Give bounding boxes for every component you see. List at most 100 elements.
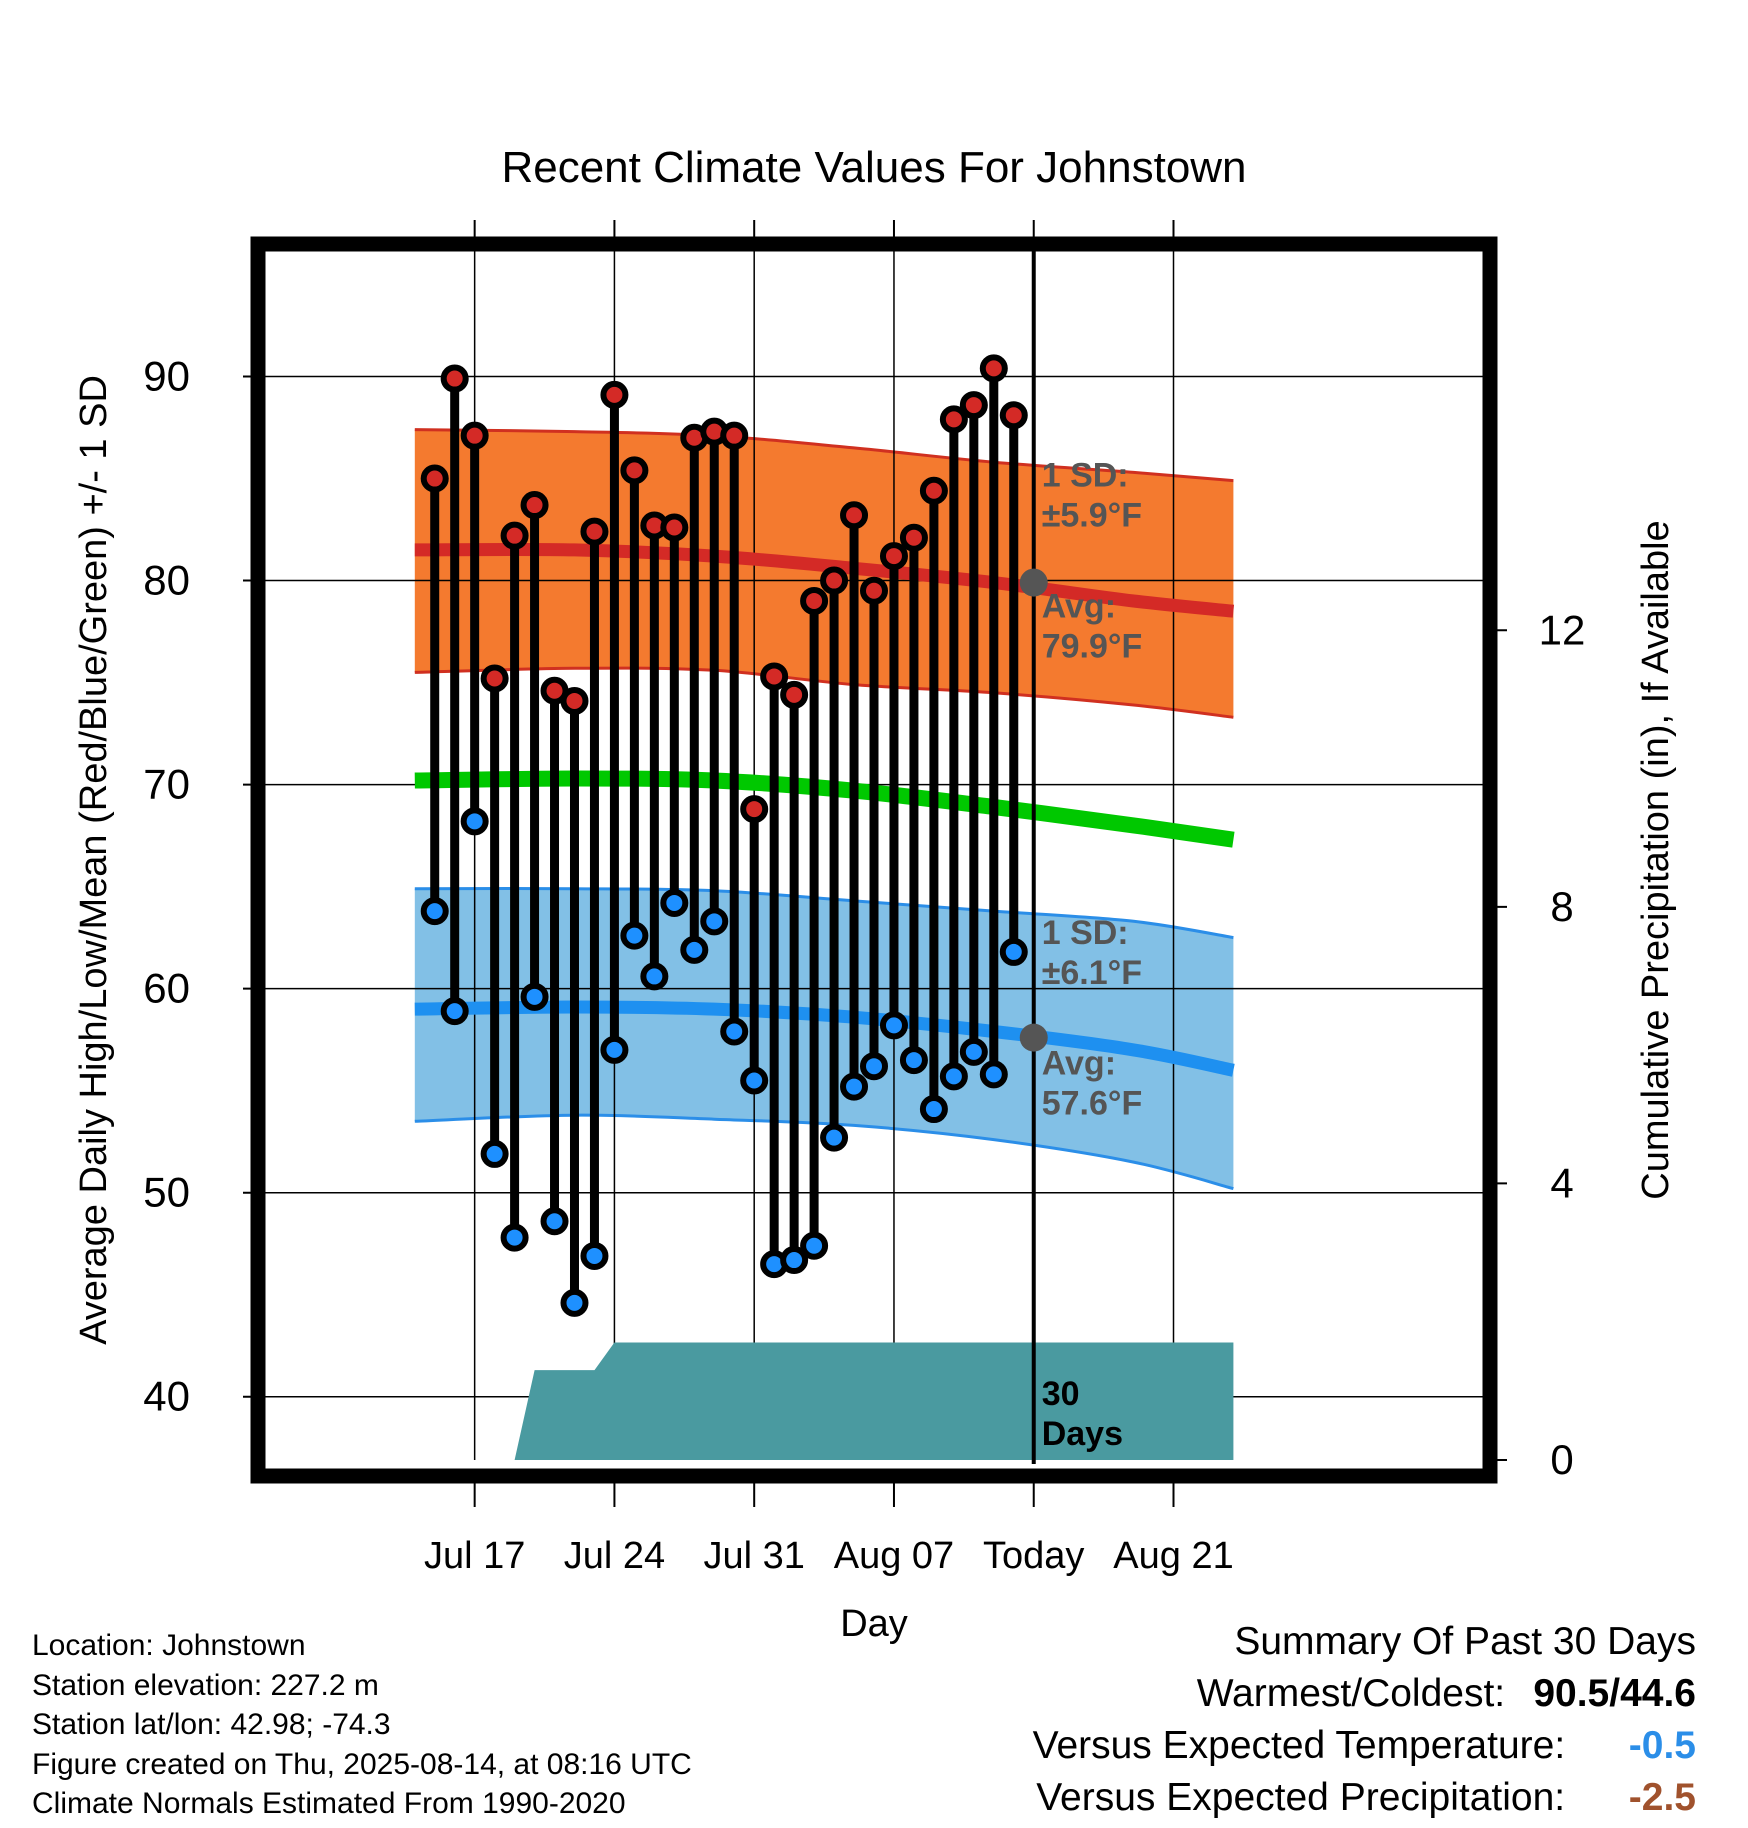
high-temp-point [620,456,649,485]
y2-tick-label: 4 [1550,1159,1573,1206]
elevation-text: Station elevation: 227.2 m [32,1668,379,1702]
low-sd-band [414,888,1234,1189]
high-temp-point [480,664,509,693]
low-temp-point [780,1246,809,1275]
chart-title: Recent Climate Values For Johnstown [501,143,1246,192]
y-tick-label: 40 [143,1373,190,1420]
low-temp-point [939,1062,968,1091]
normals-text: Climate Normals Estimated From 1990-2020 [32,1787,626,1820]
low-temp-point [520,982,549,1011]
annotation-line: 1 SD: [1042,457,1129,495]
high-temp-point [560,686,589,715]
x-tick-label: Jul 17 [424,1535,525,1577]
high-temp-point [600,380,629,409]
annotation-line: Avg: [1042,587,1116,625]
annotation-line: 79.9°F [1042,627,1143,665]
temp-diff-label: Versus Expected Temperature: [1032,1724,1566,1767]
x-tick-label: Aug 07 [834,1535,954,1577]
y-tick-label: 70 [143,761,190,808]
low-temp-point [860,1052,888,1081]
precip-area [275,1342,1234,1460]
annotation-high-0: 1 SD: ±5.9°F [1042,457,1142,535]
high-sd-band-upper-edge [414,428,1234,483]
summary-precip-row: Versus Expected Precipitation: -2.5 [1033,1772,1696,1824]
high-temp-point [979,354,1008,383]
low-temp-point [500,1223,529,1252]
warm-cold-label: Warmest/Coldest: [1196,1672,1506,1715]
high-temp-point [919,476,948,505]
x-tick-label: Today [983,1535,1084,1577]
high-temp-point [660,513,689,542]
y2-tick-label: 8 [1550,883,1573,930]
annotation-low-2: 1 SD: ±6.1°F [1042,914,1142,992]
summary-warm-cold-row: Warmest/Coldest: 90.5/44.6 [1033,1668,1696,1720]
high-temp-point [939,405,968,434]
y2-axis-label: Cumulative Precipitation (in), If Availa… [1635,520,1677,1199]
low-temp-point [700,907,729,936]
y2-tick-label: 0 [1550,1436,1573,1483]
annotation-precip-4: 30 Days [1042,1375,1123,1453]
high-temp-point [879,542,908,571]
high-temp-point [740,795,769,824]
high-temp-point [420,464,449,493]
low-temp-point [620,921,649,950]
annotation-line: Avg: [1042,1044,1116,1082]
low-temp-point [680,935,709,964]
annotation-line: Days [1042,1415,1123,1453]
precip-diff-value: -2.5 [1628,1776,1696,1819]
low-temp-point [460,807,489,836]
high-temp-point [760,662,789,691]
y-tick-label: 80 [143,557,190,604]
summary-panel: Summary Of Past 30 Days Warmest/Coldest:… [1033,1616,1696,1824]
low-temp-point [919,1095,948,1124]
summary-temp-row: Versus Expected Temperature: -0.5 [1033,1720,1696,1772]
high-temp-point [959,391,988,420]
high-temp-point [500,521,529,550]
summary-title: Summary Of Past 30 Days [1234,1620,1696,1663]
high-temp-point [440,364,469,393]
low-temp-point [480,1139,509,1168]
low-temp-point [640,962,669,991]
latlon-text: Station lat/lon: 42.98; -74.3 [32,1708,391,1741]
created-text: Figure created on Thu, 2025-08-14, at 08… [32,1747,692,1781]
annotation-line: ±6.1°F [1042,954,1142,992]
low-temp-point [979,1060,1008,1089]
annotation-line: ±5.9°F [1042,497,1142,535]
x-axis-label: Day [840,1603,908,1645]
x-tick-label: Aug 21 [1113,1535,1233,1577]
plot-frame [250,236,1498,1484]
high-temp-point [820,566,849,595]
temp-diff-value: -0.5 [1628,1724,1696,1767]
x-tick-label: Jul 24 [564,1535,665,1577]
y-axis-label: Average Daily High/Low/Mean (Red/Blue/Gr… [73,375,115,1345]
low-temp-point [560,1288,589,1317]
low-temp-point [440,997,469,1026]
low-temp-point [959,1037,988,1066]
y-tick-label: 60 [143,965,190,1012]
high-temp-point [800,586,829,615]
low-temp-point [720,1017,749,1046]
today-marker-0 [1019,568,1048,597]
high-temp-point [520,491,549,520]
annotation-line: 30 [1042,1375,1080,1413]
low-temp-point [540,1207,569,1236]
high-temp-point [580,517,609,546]
high-temp-point [780,680,809,709]
low-temp-point [600,1035,629,1064]
high-temp-point [460,421,489,450]
annotation-line: 57.6°F [1042,1084,1143,1122]
annotation-low-3: Avg: 57.6°F [1042,1044,1143,1122]
low-temp-point [420,897,449,926]
y-tick-label: 50 [143,1169,190,1216]
high-temp-point [840,501,869,530]
high-temp-point [860,576,888,605]
annotation-high-1: Avg: 79.9°F [1042,587,1143,665]
warm-cold-value: 90.5/44.6 [1533,1672,1696,1715]
low-temp-point [820,1123,849,1152]
high-temp-point [720,421,749,450]
precip-diff-label: Versus Expected Precipitation: [1036,1776,1566,1819]
low-temp-point [660,888,689,917]
low-temp-point [879,1011,908,1040]
y-tick-label: 90 [143,353,190,400]
